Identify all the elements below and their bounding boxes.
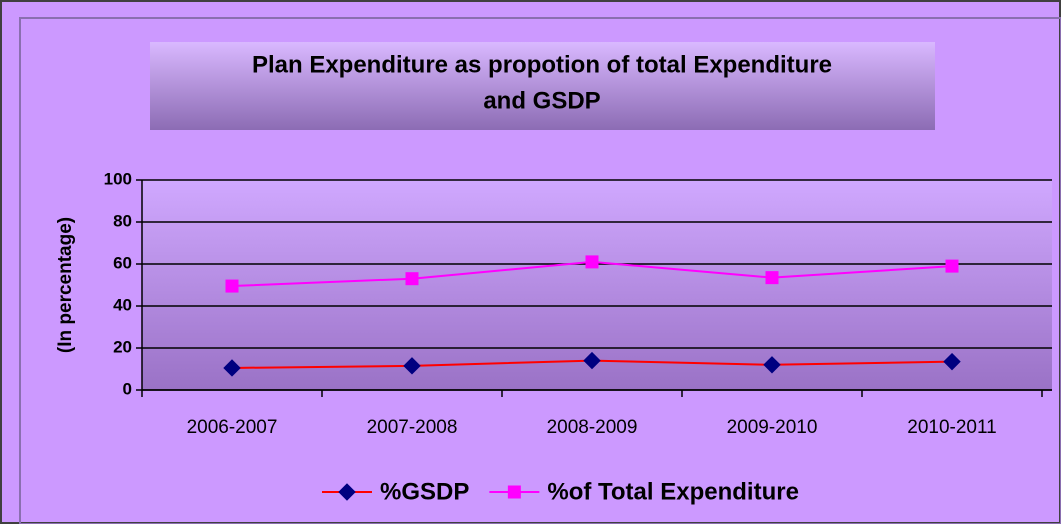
data-point [403, 357, 421, 375]
y-tick-label: 20 [113, 337, 132, 356]
data-point [223, 359, 241, 377]
data-point [943, 352, 961, 371]
data-point [225, 279, 239, 293]
x-tick-label: 2010-2011 [907, 417, 996, 438]
data-point [585, 255, 599, 269]
y-tick-label: 80 [113, 211, 132, 230]
x-tick-label: 2009-2010 [727, 417, 818, 438]
y-tick-label: 100 [104, 169, 132, 188]
y-axis-label: (In percentage) [55, 217, 76, 353]
legend-marker [338, 483, 356, 501]
y-tick-label: 60 [113, 253, 132, 272]
legend-label: %of Total Expenditure [547, 478, 799, 505]
x-tick-label: 2008-2009 [547, 417, 638, 438]
data-point [945, 259, 959, 273]
data-point [765, 271, 779, 285]
y-tick-label: 40 [113, 295, 132, 314]
y-tick-label: 0 [123, 379, 132, 398]
plot-area [142, 180, 1052, 390]
x-tick-label: 2007-2008 [367, 417, 458, 438]
chart-title: Plan Expenditure as propotion of total E… [252, 51, 832, 78]
data-point [763, 356, 781, 374]
title-box [150, 42, 935, 130]
data-point [583, 351, 601, 370]
x-tick-label: 2006-2007 [187, 417, 278, 438]
chart-title: and GSDP [483, 87, 600, 114]
legend-marker [507, 485, 521, 499]
data-point [405, 272, 419, 286]
legend-label: %GSDP [380, 478, 469, 505]
